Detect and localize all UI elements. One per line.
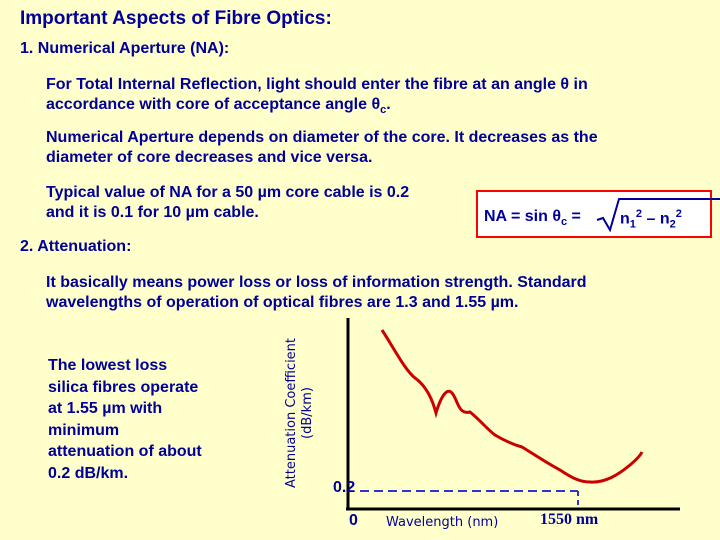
paragraph-line: and it is 0.1 for 10 µm cable.	[46, 204, 259, 221]
paragraph-line: Numerical Aperture depends on diameter o…	[46, 129, 598, 146]
note-line: silica fibres operate	[48, 378, 199, 396]
x-axis-label: Wavelength (nm)	[386, 515, 499, 530]
note-line: The lowest loss	[48, 357, 168, 374]
paragraph-text: .	[386, 96, 391, 113]
paragraph-line: Typical value of NA for a 50 µm core cab…	[46, 184, 410, 201]
paragraph-total-internal-reflection: For Total Internal Reflection, light sho…	[46, 75, 696, 120]
subscript: 1	[629, 218, 636, 231]
note-line: attenuation of about	[48, 443, 202, 460]
square-root-icon	[596, 198, 720, 232]
attenuation-curve	[380, 329, 644, 484]
formula-lhs: NA = sin θc =	[484, 208, 581, 228]
section-heading-attenuation: 2. Attenuation:	[20, 238, 132, 255]
superscript: 2	[675, 208, 682, 220]
paragraph-core-diameter: Numerical Aperture depends on diameter o…	[46, 128, 696, 168]
page-title: Important Aspects of Fibre Optics:	[20, 8, 332, 29]
paragraph-text: accordance with core of acceptance angle…	[46, 96, 381, 113]
subscript: 2	[669, 218, 676, 231]
paragraph-line: accordance with core of acceptance angle…	[46, 95, 696, 120]
paragraph-line: diameter of core decreases and vice vers…	[46, 149, 373, 166]
lowest-loss-note: The lowest loss silica fibres operate at…	[48, 355, 238, 484]
note-line: 0.2 dB/km.	[48, 464, 129, 482]
origin-label: 0	[349, 512, 358, 529]
y-tick-label: 0.2	[333, 479, 356, 496]
note-line: at 1.55 µm with	[48, 400, 163, 417]
formula-radicand: n12 – n22	[620, 208, 682, 231]
note-line: minimum	[48, 421, 120, 439]
paragraph-line: wavelengths of operation of optical fibr…	[46, 294, 519, 311]
x-tick-label: 1550 nm	[540, 511, 599, 528]
paragraph-line: For Total Internal Reflection, light sho…	[46, 76, 588, 93]
formula-text: n	[620, 210, 630, 228]
formula-text: NA = sin θ	[484, 208, 561, 225]
na-formula-box: NA = sin θc = n12 – n22	[476, 190, 720, 238]
paragraph-typical-na: Typical value of NA for a 50 µm core cab…	[46, 183, 476, 223]
formula-equals: =	[567, 208, 581, 225]
section-heading-numerical-aperture: 1. Numerical Aperture (NA):	[20, 40, 230, 57]
formula-text: – n	[642, 210, 670, 228]
subscript-c: c	[380, 104, 387, 117]
paragraph-attenuation: It basically means power loss or loss of…	[46, 273, 706, 313]
paragraph-line: It basically means power loss or loss of…	[46, 274, 587, 291]
superscript: 2	[635, 208, 643, 220]
subscript-c: c	[560, 216, 568, 229]
